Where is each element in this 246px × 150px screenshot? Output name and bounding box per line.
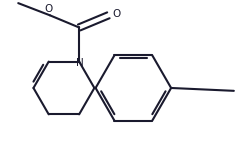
Text: O: O [45, 4, 53, 14]
Text: O: O [113, 9, 121, 19]
Text: N: N [77, 58, 84, 68]
